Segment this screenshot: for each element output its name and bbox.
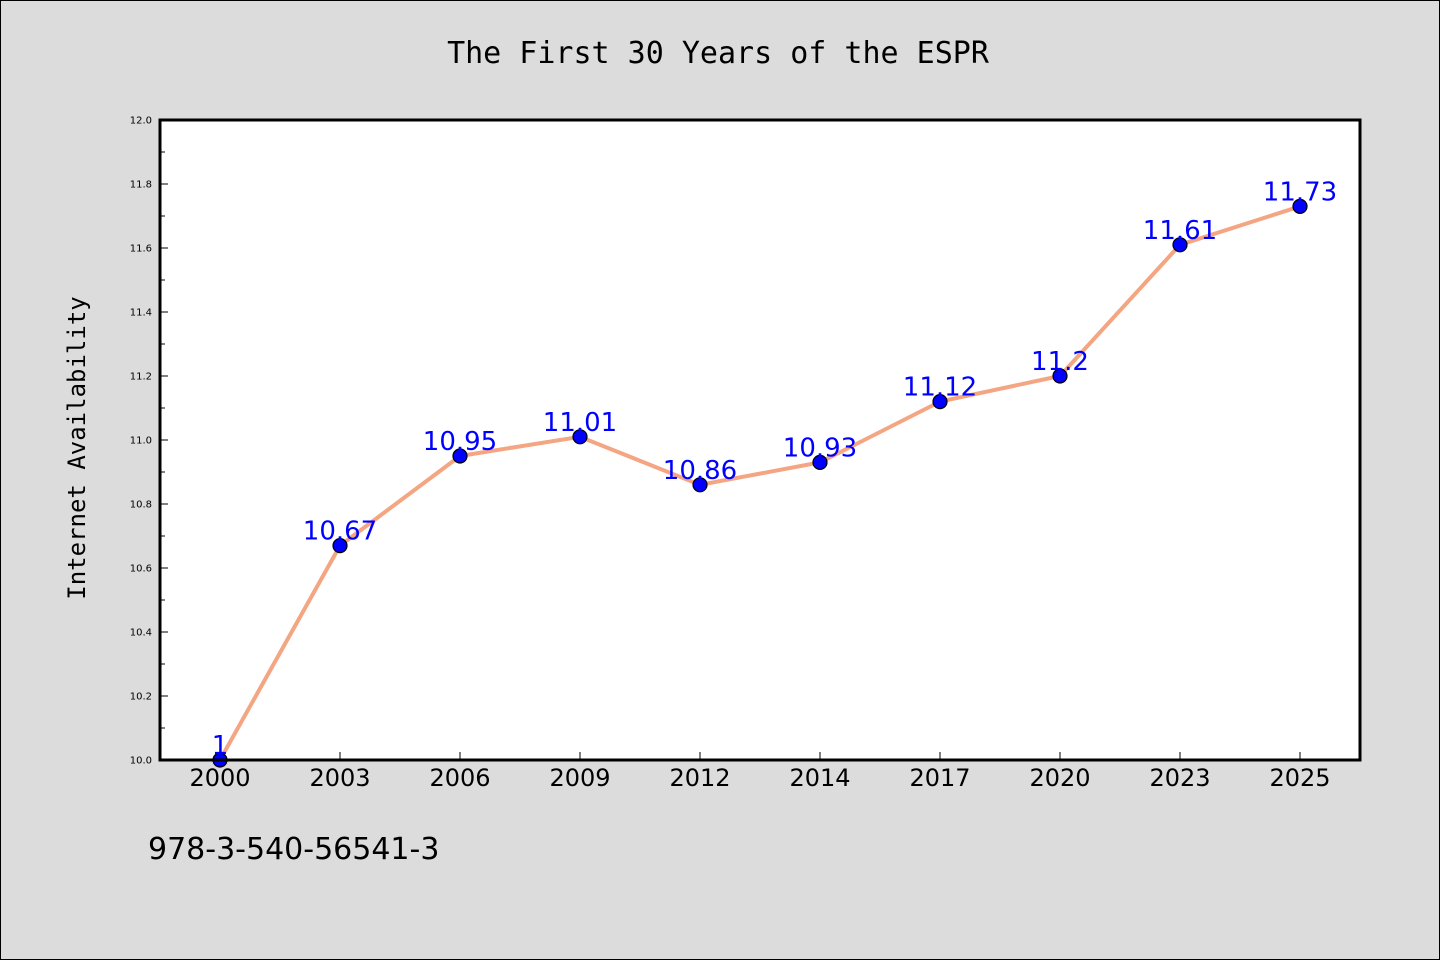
data-point <box>932 394 948 410</box>
x-tick-label: 2003 <box>309 764 370 792</box>
data-label: 1 <box>212 731 229 761</box>
y-tick-label: 10.4 <box>130 628 152 639</box>
data-point <box>572 429 588 445</box>
data-label: 11.2 <box>1031 347 1089 377</box>
data-label: 11.73 <box>1263 177 1337 207</box>
data-point <box>332 537 348 554</box>
y-tick-label: 11.2 <box>130 372 152 383</box>
data-label: 10.95 <box>423 427 497 457</box>
series-layer: 1 10.67 10.95 11.01 10.86 10.93 11.12 11.2 11.61… <box>212 177 1337 768</box>
data-point <box>692 477 708 493</box>
y-tick-label: 10.6 <box>130 564 152 575</box>
isbn-text: 978-3-540-56541-3 <box>148 832 440 867</box>
plot-border <box>158 118 1362 762</box>
y-tick-label: 11.4 <box>130 308 152 319</box>
x-tick-label: 2017 <box>909 764 970 792</box>
data-label: 11.61 <box>1143 216 1217 246</box>
x-tick-label: 2020 <box>1029 764 1090 792</box>
y-axis-label: Internet Availability <box>63 296 91 599</box>
series-line <box>218 204 1302 762</box>
x-tick-label: 2009 <box>549 764 610 792</box>
x-tick-label: 2014 <box>789 764 850 792</box>
y-tick-label: 12.0 <box>130 116 152 127</box>
x-tick-label: 2025 <box>1269 764 1330 792</box>
data-label: 10.86 <box>663 456 737 486</box>
y-axis: 10.0 10.2 10.4 10.6 10.8 11.0 11.2 11.4 11.6 11.8… <box>130 116 168 767</box>
data-point <box>812 454 828 470</box>
data-label: 11.01 <box>543 408 617 438</box>
y-tick-label: 10.0 <box>130 756 152 767</box>
y-tick-label: 10.2 <box>130 692 152 703</box>
data-label: 11.12 <box>903 373 977 403</box>
data-point <box>1292 198 1308 214</box>
data-point <box>452 448 468 464</box>
data-point <box>1172 237 1188 253</box>
y-tick-label: 11.6 <box>130 244 152 255</box>
chart-title: The First 30 Years of the ESPR <box>447 36 990 71</box>
x-axis: 2000 2003 2006 2009 2012 2014 2017 2020 2023 2025 <box>189 752 1331 792</box>
x-tick-label: 2006 <box>429 764 490 792</box>
x-tick-label: 2023 <box>1149 764 1210 792</box>
y-tick-label: 10.8 <box>130 500 152 511</box>
data-point <box>1052 368 1068 384</box>
x-tick-label: 2000 <box>189 764 250 792</box>
x-tick-label: 2012 <box>669 764 730 792</box>
data-label: 10.93 <box>783 433 857 463</box>
plot-area <box>160 120 1360 760</box>
data-label: 10.67 <box>303 517 377 547</box>
y-tick-label: 11.8 <box>130 180 152 191</box>
y-tick-label: 11.0 <box>130 436 152 447</box>
